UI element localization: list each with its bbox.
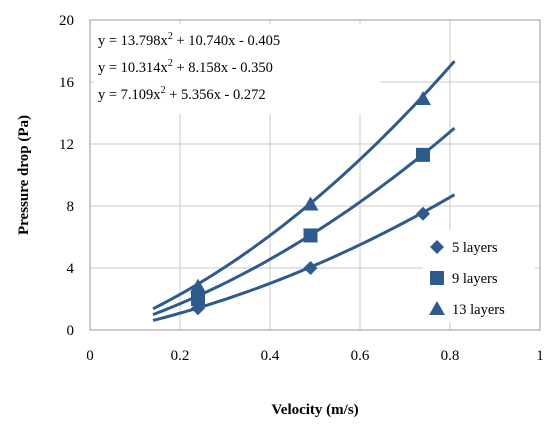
data-point [303,261,318,275]
x-tick-label: 0.4 [261,348,280,364]
y-tick-label: 20 [59,13,74,29]
legend-marker [430,240,444,254]
legend-label: 13 layers [452,302,505,318]
trendline-equation: y = 13.798x2 + 10.740x - 0.405 [98,31,280,49]
data-point [191,292,205,306]
equation-box [94,24,380,114]
data-point [302,196,319,211]
data-points [190,91,431,316]
legend-marker [430,271,444,285]
trendline-equation: y = 10.314x2 + 8.158x - 0.350 [98,58,273,76]
data-point [190,278,206,293]
trendline [152,193,456,322]
y-tick-label: 4 [67,261,75,277]
legend-label: 9 layers [452,271,498,287]
data-point [415,91,431,106]
y-axis-title: Pressure drop (Pa) [16,115,32,235]
data-point [303,228,318,243]
trendline-equations: y = 13.798x2 + 10.740x - 0.405 y = 10.314… [94,24,380,114]
trendline-equation: y = 7.109x2 + 5.356x - 0.272 [98,85,266,103]
plot-frame [89,19,541,331]
y-tick-label: 8 [67,199,75,215]
x-tick-label: 1 [536,348,544,364]
legend: 5 layers 9 layers 13 layers [423,230,535,322]
legend-marker [429,301,445,315]
data-point [416,147,430,162]
y-tick-label: 0 [67,323,75,339]
data-point [416,206,430,221]
y-tick-label: 12 [59,137,74,153]
x-tick-label: 0.6 [351,348,370,364]
y-tick-label: 16 [59,75,75,91]
x-axis-title: Velocity (m/s) [271,402,358,418]
x-tick-label: 0 [86,348,94,364]
x-tick-label: 0.8 [441,348,460,364]
legend-label: 5 layers [452,240,498,256]
x-tick-label: 0.2 [171,348,190,364]
tick-labels: 0 0.2 0.4 0.6 0.8 1 0 4 8 12 16 20 [59,13,544,364]
